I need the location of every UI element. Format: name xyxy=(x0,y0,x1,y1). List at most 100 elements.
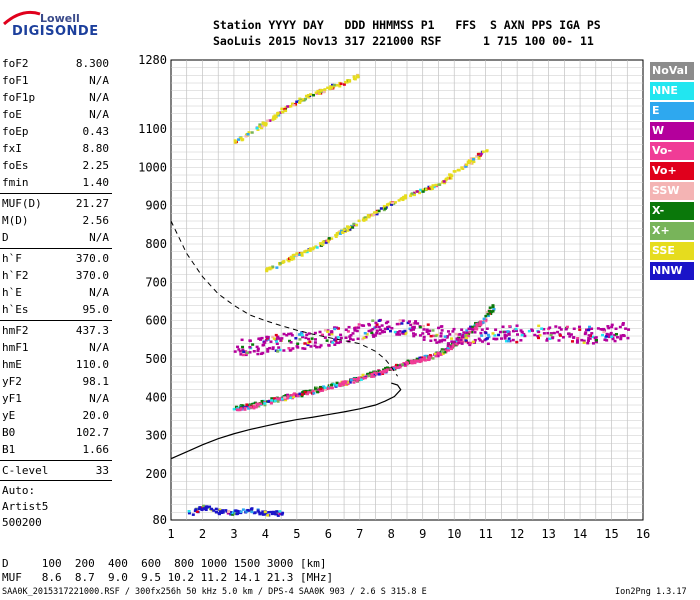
echo-point xyxy=(218,508,222,512)
echo-point xyxy=(224,509,228,512)
echo-point xyxy=(287,105,291,108)
echo-point xyxy=(331,83,335,87)
echo-point xyxy=(480,334,484,337)
echo-point xyxy=(342,83,346,86)
echo-point xyxy=(252,349,256,353)
echo-point xyxy=(587,328,591,332)
echo-point xyxy=(467,159,471,162)
echo-point xyxy=(265,400,269,403)
echo-point xyxy=(537,330,541,334)
echo-point xyxy=(316,390,320,394)
echo-point xyxy=(422,328,426,331)
echo-point xyxy=(477,157,481,160)
param-row: foF1p N/A xyxy=(2,91,109,104)
echo-point xyxy=(266,119,270,123)
echo-point xyxy=(471,326,475,330)
echo-point xyxy=(321,243,325,246)
echo-point xyxy=(586,341,590,345)
echo-point xyxy=(235,408,239,411)
echo-point xyxy=(611,337,615,341)
echo-point xyxy=(286,395,290,398)
echo-point xyxy=(398,330,402,333)
echo-point xyxy=(364,335,368,339)
echo-point xyxy=(481,340,485,343)
echo-point xyxy=(353,77,357,81)
echo-point xyxy=(383,327,387,331)
echo-point xyxy=(295,100,299,104)
echo-point xyxy=(286,105,290,108)
echo-point xyxy=(298,338,302,341)
echo-point xyxy=(375,323,379,326)
echo-point xyxy=(243,406,247,410)
echo-point xyxy=(279,339,283,342)
echo-point xyxy=(425,354,429,358)
echo-point xyxy=(395,322,399,326)
echo-point xyxy=(245,510,249,513)
echo-point xyxy=(289,255,293,259)
echo-point xyxy=(545,339,549,342)
echo-point xyxy=(309,93,313,96)
echo-point xyxy=(627,328,631,331)
echo-point xyxy=(296,394,300,398)
echo-point xyxy=(381,372,385,375)
param-row: foEp 0.43 xyxy=(2,125,109,138)
echo-point xyxy=(610,335,614,338)
echo-point xyxy=(334,336,338,339)
echo-point xyxy=(365,374,369,378)
echo-point xyxy=(433,338,437,342)
param-row: yF2 98.1 xyxy=(2,375,109,388)
x-tick-label: 10 xyxy=(447,527,461,541)
echo-point xyxy=(413,333,417,336)
echo-point xyxy=(251,343,255,346)
echo-point xyxy=(432,185,436,189)
echo-point xyxy=(607,326,611,330)
echo-point xyxy=(441,352,445,356)
echo-point xyxy=(444,349,448,353)
echo-point xyxy=(276,335,280,339)
echo-point xyxy=(357,219,361,223)
echo-point xyxy=(499,337,503,340)
echo-point xyxy=(455,337,459,341)
echo-point xyxy=(372,213,376,217)
echo-point xyxy=(467,334,471,338)
echo-point xyxy=(418,325,422,329)
echo-point xyxy=(194,508,198,511)
echo-point xyxy=(575,341,579,344)
echo-point xyxy=(260,336,264,340)
echo-point xyxy=(231,513,235,516)
x-tick-label: 13 xyxy=(541,527,555,541)
echo-point xyxy=(355,329,359,333)
echo-point xyxy=(284,106,288,109)
echo-point xyxy=(464,339,468,342)
echo-point xyxy=(461,335,465,338)
echo-point xyxy=(448,174,452,178)
echo-point xyxy=(343,381,347,385)
logo-swoosh-icon xyxy=(3,10,41,26)
echo-point xyxy=(364,218,368,221)
y-tick-label: 700 xyxy=(145,275,167,289)
param-row: foF1 N/A xyxy=(2,74,109,87)
echo-point xyxy=(484,337,488,341)
echo-point xyxy=(377,373,381,376)
echo-point xyxy=(204,508,208,512)
echo-point xyxy=(195,510,199,513)
echo-point xyxy=(365,333,369,336)
echo-point xyxy=(256,128,260,131)
echo-point xyxy=(610,323,614,327)
echo-point xyxy=(561,336,565,339)
echo-point xyxy=(397,322,401,326)
echo-point xyxy=(549,333,553,337)
echo-point xyxy=(241,404,245,407)
echo-point xyxy=(379,370,383,374)
echo-point xyxy=(341,231,345,234)
echo-point xyxy=(414,320,418,323)
echo-point xyxy=(586,339,590,342)
echo-point xyxy=(333,327,337,331)
param-row: D N/A xyxy=(2,231,109,244)
echo-point xyxy=(492,337,496,341)
echo-point xyxy=(351,332,355,335)
echo-point xyxy=(418,191,422,195)
echo-point xyxy=(396,364,400,367)
echo-point xyxy=(506,339,510,343)
echo-point xyxy=(276,112,280,116)
